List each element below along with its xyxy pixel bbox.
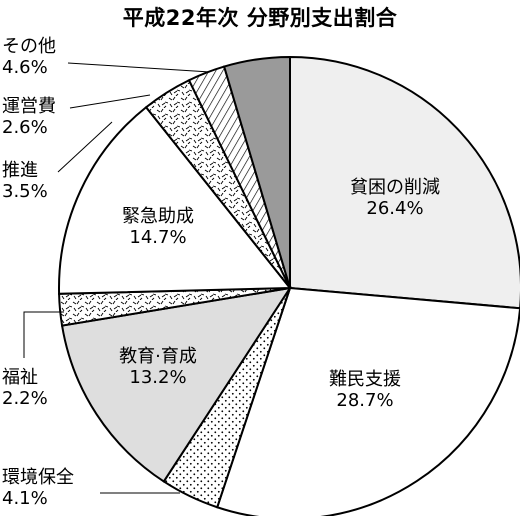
slice-value-label: 4.6% [2, 57, 48, 78]
pie-slice [60, 286, 293, 483]
pie-slice [58, 105, 293, 295]
leader-line [69, 94, 151, 109]
slice-label: 運営費 [2, 96, 56, 117]
slice-label: その他 [2, 36, 56, 57]
chart-title: 平成22年次 分野別支出割合 [122, 6, 398, 30]
slice-value-label: 28.7% [336, 390, 393, 411]
leader-line [23, 311, 64, 358]
slice-label: 難民支援 [329, 369, 401, 390]
slice-label: 教育·育成 [119, 346, 197, 367]
slice-label: 福祉 [2, 367, 38, 388]
slice-value-label: 4.1% [2, 488, 48, 509]
slice-label: 緊急助成 [122, 206, 194, 227]
slice-value-label: 2.2% [2, 388, 48, 409]
slice-value-label: 2.6% [2, 117, 48, 138]
leader-line [57, 121, 113, 173]
pie-slice [289, 55, 520, 310]
slice-value-label: 13.2% [129, 367, 186, 388]
slice-value-label: 26.4% [366, 198, 423, 219]
slice-label: 貧困の削減 [350, 177, 440, 198]
slice-label: 推進 [2, 160, 38, 181]
slice-value-label: 3.5% [2, 181, 48, 202]
slice-value-label: 14.7% [129, 227, 186, 248]
slice-label: 環境保全 [2, 467, 74, 488]
pie-slice [222, 55, 291, 289]
pie-slice [215, 286, 520, 516]
leader-line [67, 62, 211, 73]
